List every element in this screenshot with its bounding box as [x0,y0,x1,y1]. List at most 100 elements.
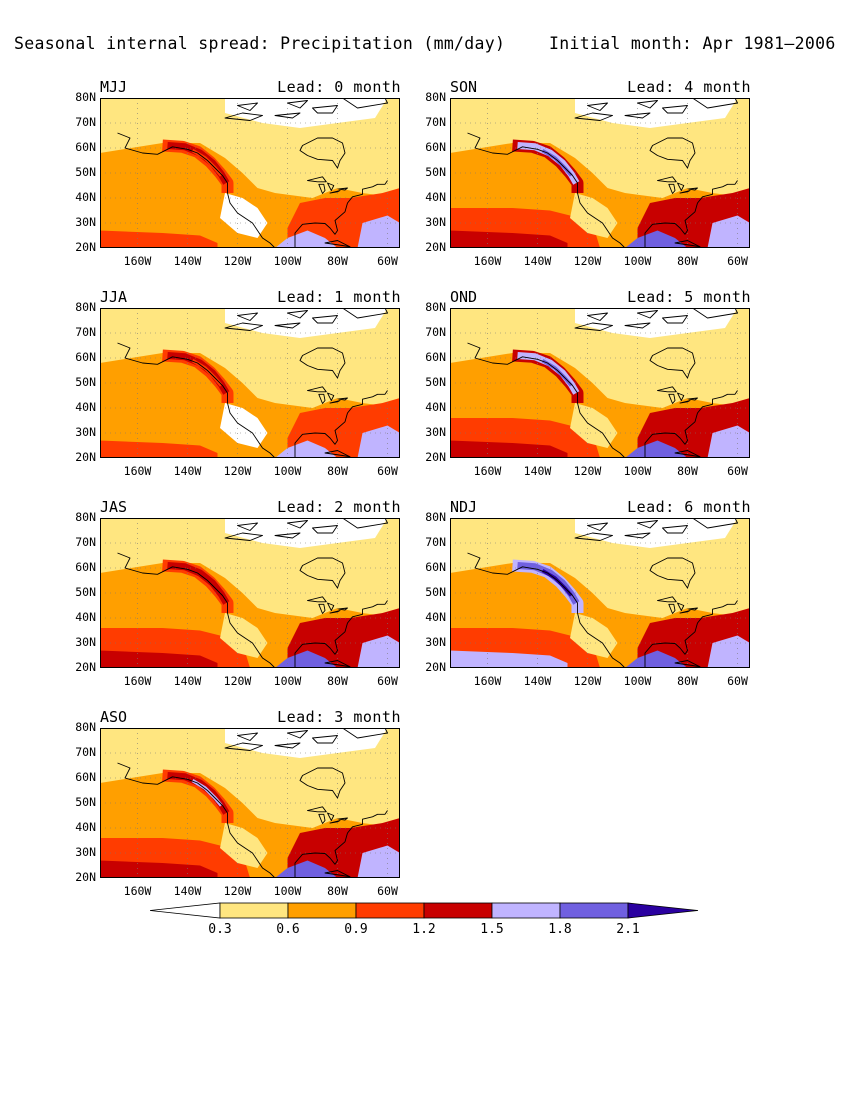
lat-tick-label: 20N [425,240,446,254]
lon-tick-label: 60W [727,674,748,688]
arctic-island [312,525,338,534]
arctic-island [342,98,388,109]
lat-tick-label: 70N [75,115,96,129]
lat-tick-label: 80N [425,510,446,524]
great-lake [307,386,327,393]
great-lake [307,596,327,603]
great-lake [318,393,326,404]
colorbar-swatch [559,902,629,919]
arctic-island [574,322,613,331]
band-atlantic [707,425,750,458]
lon-tick-label: 60W [727,254,748,268]
colorbar: 0.3 0.6 0.9 1.2 1.5 1.8 2.1 [149,900,710,940]
band-gulf [625,440,688,458]
map-panel-0: MJJ Lead: 0 month 80N 70N 60N 50N 40N 30N 20N 160… [54,78,414,288]
coastline-west [117,552,276,668]
coastline-east [294,180,388,248]
season-label: NDJ [450,498,478,516]
arctic-island [692,98,738,109]
hudson-bay [299,137,346,169]
precip-spread-map [450,308,750,458]
arctic-island [637,100,658,109]
lat-tick-label: 30N [425,635,446,649]
map-svg [450,98,750,248]
colorbar-swatch [219,902,289,919]
band-atlantic [357,635,400,668]
arctic-island [224,742,263,751]
great-lake [329,820,341,824]
colorbar-swatch [423,902,493,919]
lat-tick-label: 50N [425,165,446,179]
band-subtropic [100,860,218,878]
great-lake [679,190,691,194]
lead-label: Lead: 5 month [627,288,751,306]
band-subtropic [100,440,218,458]
lat-tick-label: 40N [425,400,446,414]
lat-tick-label: 80N [425,300,446,314]
arctic-island [274,532,301,539]
band-arctic [575,308,738,338]
cuba [674,660,701,668]
lat-tick-label: 70N [75,745,96,759]
lat-tick-label: 60N [425,350,446,364]
great-lake [677,182,685,191]
arctic-island [637,520,658,529]
coastline-east [294,810,388,878]
lon-tick-label: 140W [523,464,552,478]
lon-tick-label: 100W [623,674,652,688]
lon-tick-label: 160W [123,254,152,268]
band-dry-southwest [570,403,618,448]
lead-label: Lead: 3 month [277,708,401,726]
arctic-island [342,308,388,319]
lon-tick-label: 60W [377,254,398,268]
great-lake [688,397,698,401]
arctic-island [624,532,651,539]
hudson-bay [649,557,696,589]
map-panel-5: OND Lead: 5 month 80N 70N 60N 50N 40N 30N 20N 160… [404,288,764,498]
hudson-bay [649,137,696,169]
arctic-island [287,310,308,319]
great-lake [338,607,348,611]
lon-tick-label: 80W [327,884,348,898]
lon-tick-label: 160W [123,674,152,688]
arctic-island [574,112,613,121]
lead-label: Lead: 6 month [627,498,751,516]
lon-tick-label: 80W [327,464,348,478]
colorbar-tick-label: 0.9 [344,922,368,937]
lat-tick-label: 20N [75,450,96,464]
cuba [674,240,701,248]
band-arctic [225,728,388,758]
lat-tick-label: 30N [75,215,96,229]
figure-title: Seasonal internal spread: Precipitation … [14,34,506,53]
lat-tick-label: 30N [75,425,96,439]
band-atlantic [357,425,400,458]
band-arctic [225,308,388,338]
lon-tick-label: 60W [377,464,398,478]
lead-label: Lead: 0 month [277,78,401,96]
lon-tick-label: 160W [473,674,502,688]
lat-tick-label: 60N [425,140,446,154]
coastline-east [294,390,388,458]
precip-spread-map [100,518,400,668]
lon-tick-label: 60W [377,674,398,688]
map-panel-3: ASO Lead: 3 month 80N 70N 60N 50N 40N 30N 20N 160… [54,708,414,918]
band-gulf [625,650,688,668]
arctic-island [237,102,258,111]
colorbar-swatches [149,902,699,919]
arctic-island [274,322,301,329]
arctic-island [287,100,308,109]
arctic-island [274,112,301,119]
map-svg [450,308,750,458]
band-subtropic [100,650,218,668]
coastline-west [117,762,276,878]
arctic-island [342,518,388,529]
arctic-island [662,105,688,114]
band-arctic [225,518,388,548]
great-lake [327,602,335,611]
lead-label: Lead: 1 month [277,288,401,306]
arctic-island [237,522,258,531]
lat-tick-label: 40N [75,610,96,624]
precip-spread-map [100,98,400,248]
band-dry-southwest [220,823,268,868]
band-subtropic [450,650,568,668]
